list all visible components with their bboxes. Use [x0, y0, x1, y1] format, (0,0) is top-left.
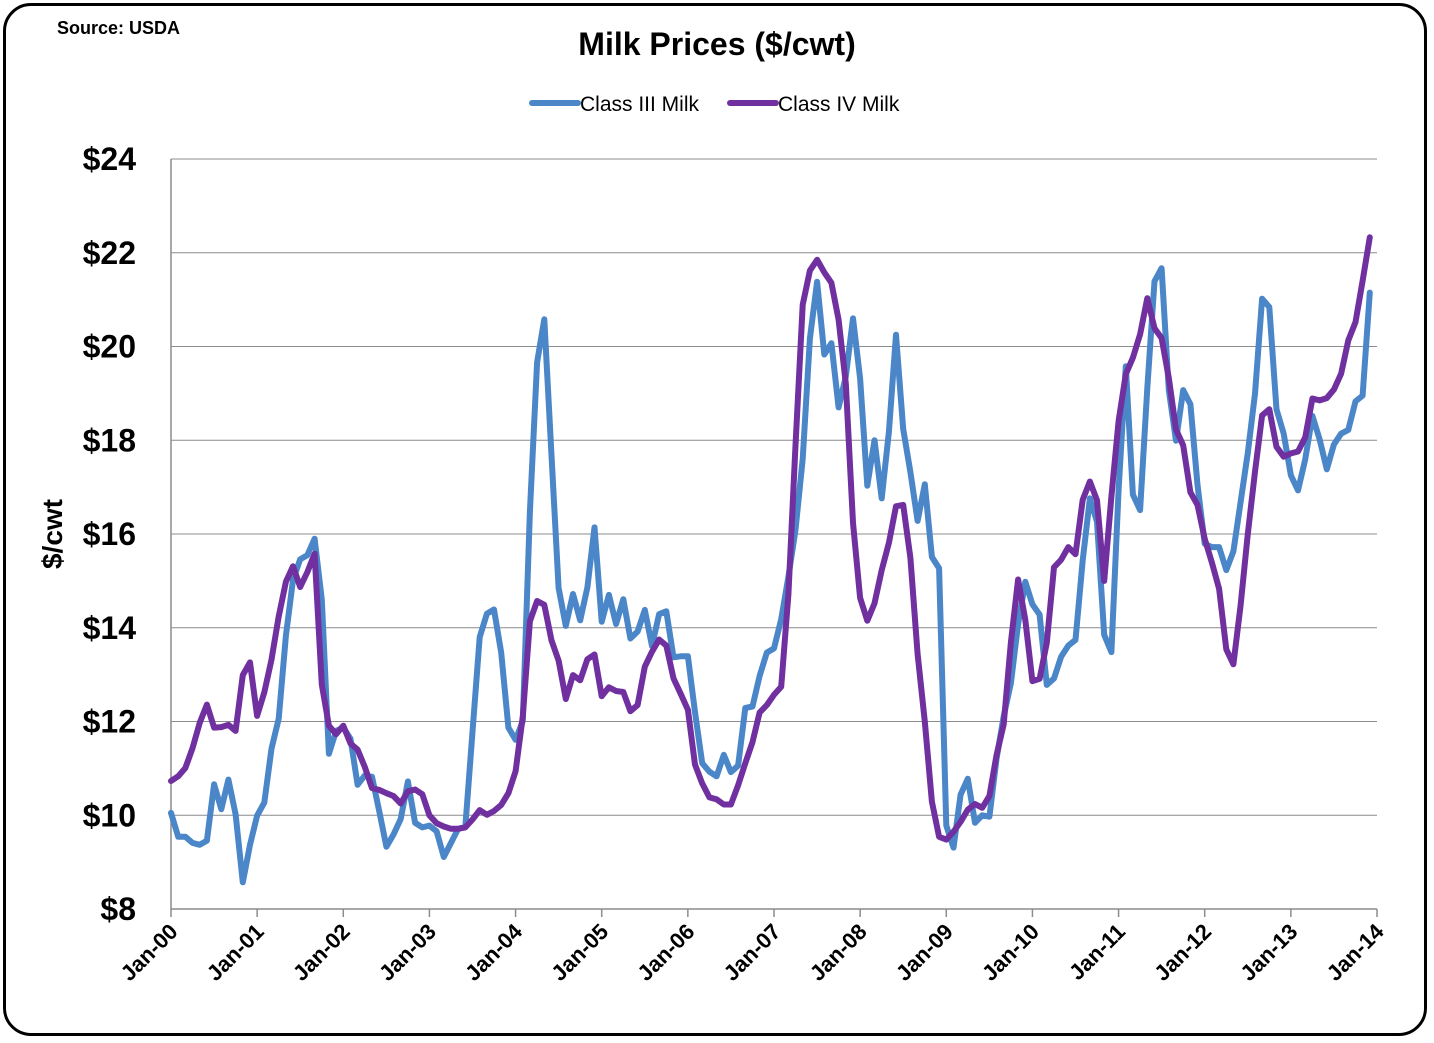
x-tick-label: Jan-06: [632, 919, 699, 986]
x-tick-label: Jan-13: [1235, 919, 1302, 986]
y-tick-label: $22: [83, 235, 136, 271]
source-note: Source: USDA: [57, 18, 181, 38]
x-tick-label: Jan-08: [805, 919, 872, 986]
y-tick-label: $14: [83, 610, 137, 646]
x-tick-label: Jan-03: [374, 919, 441, 986]
x-tick-label: Jan-02: [288, 919, 355, 986]
x-tick-label: Jan-07: [719, 919, 786, 986]
series-line-class-iv-milk: [168, 234, 1373, 843]
y-axis-tick-labels: $8 $10 $12 $14 $16 $18 $20 $22 $24: [83, 141, 137, 927]
x-tick-label: Jan-04: [460, 918, 528, 986]
y-tick-label: $10: [83, 797, 136, 833]
series-line-class-iii-milk: [168, 265, 1373, 886]
y-tick-label: $8: [100, 891, 136, 927]
x-tick-label: Jan-01: [202, 919, 269, 986]
legend: Class III Milk Class IV Milk: [529, 93, 900, 116]
series-lines: [168, 234, 1373, 886]
x-tick-label: Jan-12: [1149, 919, 1216, 986]
x-tick-label: Jan-14: [1322, 918, 1390, 986]
y-tick-label: $16: [83, 516, 136, 552]
x-tick-label: Jan-10: [977, 919, 1044, 986]
x-axis-tick-labels: Jan-00 Jan-01 Jan-02 Jan-03 Jan-04 Jan-05 Jan-…: [116, 918, 1390, 986]
x-tick-label: Jan-11: [1064, 919, 1130, 985]
y-tick-label: $24: [83, 141, 137, 177]
axes: [170, 159, 1378, 917]
x-tick-label: Jan-09: [891, 919, 958, 986]
x-tick-label: Jan-00: [116, 919, 183, 986]
legend-label-class-iii-milk: Class III Milk: [580, 93, 700, 116]
y-axis-label: $/cwt: [37, 499, 68, 569]
chart-title: Milk Prices ($/cwt): [578, 26, 856, 62]
x-tick-label: Jan-05: [546, 919, 613, 986]
y-tick-label: $20: [83, 329, 136, 365]
y-tick-label: $18: [83, 422, 136, 458]
y-tick-label: $12: [83, 704, 136, 740]
legend-label-class-iv-milk: Class IV Milk: [778, 93, 900, 116]
